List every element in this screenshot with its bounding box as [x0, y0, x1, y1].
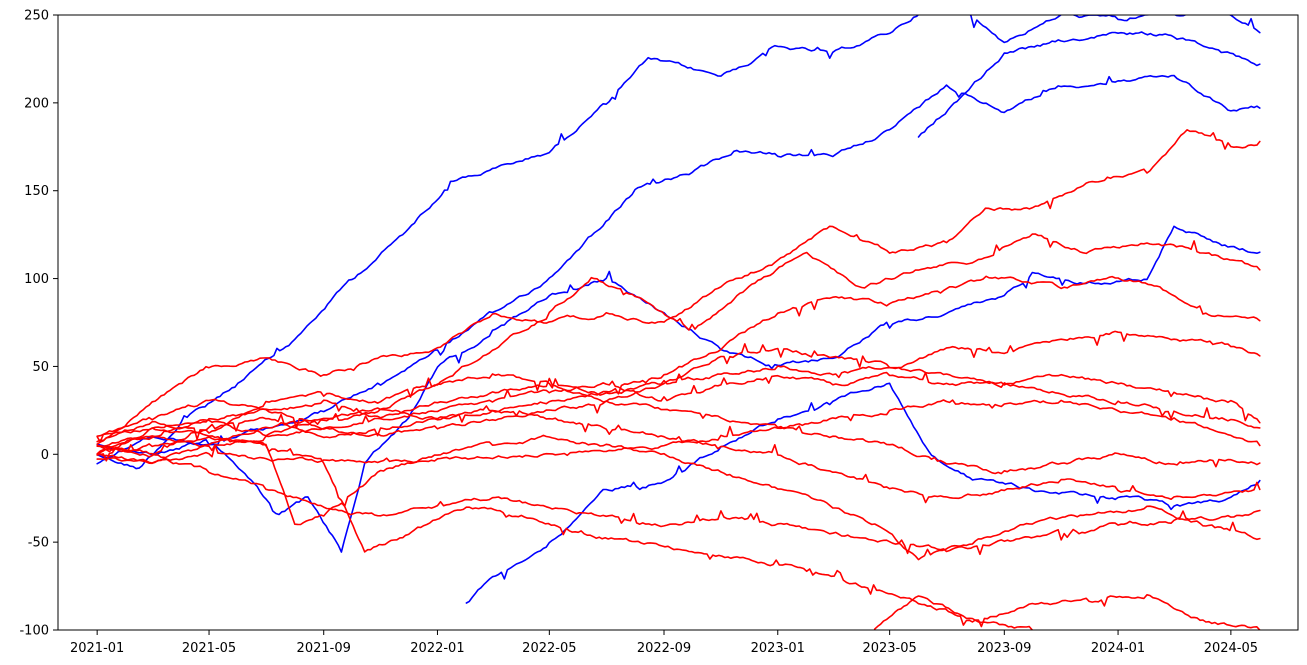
series-line-16	[96, 407, 1261, 504]
series-line-13	[96, 427, 1261, 630]
series-line-9	[96, 330, 1261, 443]
x-tick-label: 2023-05	[862, 641, 916, 656]
y-tick-label: 150	[24, 184, 49, 199]
series-line-3	[917, 31, 1261, 138]
y-tick-label: 200	[24, 96, 49, 111]
series-layer	[96, 15, 1261, 630]
series-line-12	[96, 445, 1261, 556]
y-tick-label: -100	[19, 624, 49, 639]
x-tick-label: 2022-01	[410, 641, 464, 656]
series-line-10	[96, 371, 1261, 456]
series-line-6	[96, 129, 1261, 445]
y-tick-label: 250	[24, 9, 49, 24]
y-axis: -100 -50 0 50 100 150 200 250	[19, 9, 58, 639]
x-axis: 2021-01 2021-05 2021-09 2022-01 2022-05 2022-…	[70, 630, 1258, 656]
y-tick-label: 0	[41, 448, 49, 463]
series-line-15	[96, 400, 1261, 475]
series-line-5	[465, 382, 1261, 604]
x-tick-label: 2021-05	[182, 641, 236, 656]
series-line-4	[96, 225, 1261, 553]
series-line-7	[96, 233, 1261, 455]
series-line-17	[873, 595, 1034, 630]
series-line-8	[96, 275, 1261, 458]
x-tick-label: 2021-01	[70, 641, 124, 656]
series-line-11	[96, 399, 1261, 464]
x-tick-label: 2024-01	[1091, 641, 1145, 656]
x-tick-label: 2021-09	[297, 641, 351, 656]
y-tick-label: -50	[28, 536, 49, 551]
series-line-2	[96, 74, 1261, 465]
series-line-14	[96, 434, 1261, 561]
x-tick-label: 2022-05	[522, 641, 576, 656]
series-line-18	[96, 365, 1261, 443]
x-tick-label: 2023-09	[977, 641, 1031, 656]
plot-area-frame	[57, 14, 1299, 631]
x-tick-label: 2023-01	[751, 641, 805, 656]
x-tick-label: 2024-05	[1204, 641, 1258, 656]
y-tick-label: 100	[24, 272, 49, 287]
series-line-1	[96, 15, 1261, 470]
y-tick-label: 50	[32, 360, 49, 375]
x-tick-label: 2022-09	[637, 641, 691, 656]
